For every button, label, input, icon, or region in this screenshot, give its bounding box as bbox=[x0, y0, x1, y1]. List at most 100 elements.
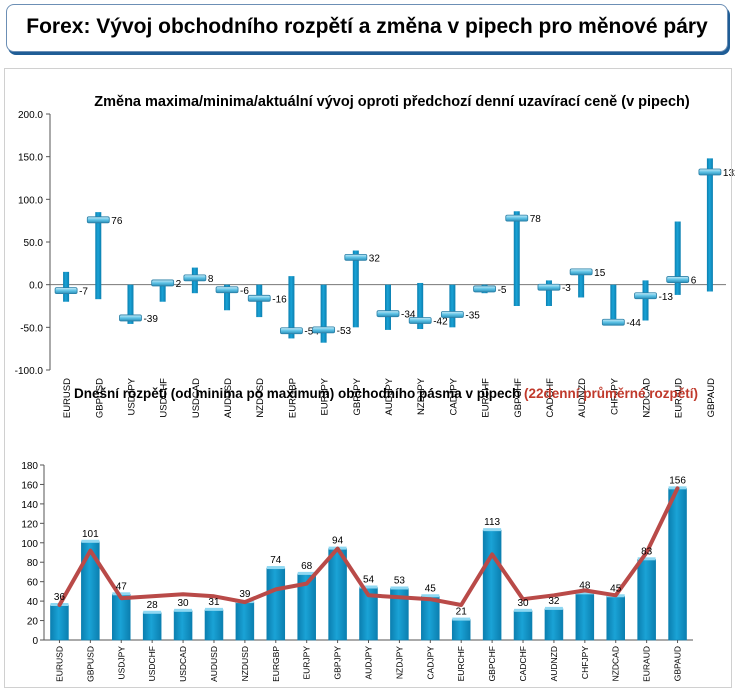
chart1-current-marker-nzdjpy bbox=[408, 317, 432, 324]
chart1-value-label: 76 bbox=[111, 216, 123, 227]
chart2-x-tick-label: CADCHF bbox=[518, 646, 528, 681]
chart2-bar-top-euraud bbox=[637, 557, 656, 561]
chart1-current-marker-gbpusd bbox=[86, 216, 110, 224]
chart1-range-bar-nzdjpy bbox=[417, 282, 424, 330]
chart1-range-bar-usdchf bbox=[159, 282, 166, 302]
chart1-x-tick-label: CADJPY bbox=[448, 377, 459, 415]
chart2-value-label: 68 bbox=[301, 561, 313, 572]
chart1-y-tick-label: 100.0 bbox=[18, 195, 43, 206]
chart1-value-label: -3 bbox=[562, 283, 571, 294]
chart1-value-label: 6 bbox=[691, 276, 697, 287]
chart2-x-tick-label: GBPUSD bbox=[85, 646, 95, 682]
chart2-bar-top-audjpy bbox=[359, 585, 378, 589]
chart2-value-label: 54 bbox=[363, 575, 375, 586]
chart2-bar-top-gbpchf bbox=[483, 528, 502, 532]
chart2-x-tick-label: CHFJPY bbox=[580, 646, 590, 679]
chart2-bar-top-audnzd bbox=[544, 606, 563, 610]
chart2-value-label: 36 bbox=[54, 592, 66, 603]
chart2-value-label: 113 bbox=[484, 517, 500, 528]
chart2-average-line bbox=[57, 486, 680, 607]
chart1-current-marker-euraud bbox=[666, 276, 690, 283]
chart2-value-label: 74 bbox=[270, 555, 282, 566]
chart1-range-bar-chfjpy bbox=[610, 284, 617, 324]
chart1-value-label: 15 bbox=[594, 268, 606, 279]
chart1-current-marker-gbpjpy bbox=[344, 253, 368, 261]
chart1-y-tick-label: 150.0 bbox=[18, 153, 43, 164]
chart2-y-tick-label: 40 bbox=[27, 597, 39, 608]
chart1-x-tick-label: CHFJPY bbox=[609, 377, 620, 415]
chart2-value-label: 101 bbox=[82, 529, 99, 540]
chart2-bar-top-cadchf bbox=[514, 608, 532, 612]
chart1-x-tick-label: USDCHF bbox=[159, 378, 170, 418]
chart1-range-bar-usdjpy bbox=[127, 284, 134, 324]
chart1-range-bar-audjpy bbox=[385, 284, 391, 330]
chart1-current-marker-eurusd bbox=[54, 287, 78, 295]
chart1-value-label: 78 bbox=[530, 214, 542, 225]
chart2-value-label: 30 bbox=[178, 598, 190, 609]
chart2-y-tick-label: 140 bbox=[21, 500, 38, 511]
chart2-bar-top-cadjpy bbox=[421, 594, 440, 598]
charts-frame bbox=[4, 68, 732, 688]
chart1-range-bar-gbpjpy bbox=[352, 250, 359, 328]
chart2-value-label: 30 bbox=[517, 598, 529, 609]
chart2-value-label: 31 bbox=[208, 597, 220, 608]
chart1-x-tick-label: GBPJPY bbox=[352, 377, 363, 415]
chart2-x-tick-label: CADJPY bbox=[425, 646, 435, 680]
chart1-value-label: 132 bbox=[723, 168, 735, 179]
chart2-y-tick-label: 160 bbox=[21, 480, 38, 491]
chart1-value-label: -16 bbox=[272, 294, 287, 305]
chart1-x-tick-label: CADCHF bbox=[545, 378, 556, 418]
chart1-x-tick-label: AUDNZD bbox=[577, 378, 588, 418]
chart2-x-tick-label: USDJPY bbox=[116, 646, 126, 680]
chart2-bar-top-eurjpy bbox=[297, 571, 316, 575]
chart1-current-marker-nzdcad bbox=[634, 292, 657, 300]
chart2-x-tick-label: GBPCHF bbox=[487, 646, 497, 681]
chart1-x-tick-label: EURAUD bbox=[674, 378, 685, 418]
chart1-x-tick-label: GBPCHF bbox=[513, 378, 524, 418]
chart2-bar-top-eurgbp bbox=[266, 566, 285, 570]
chart2-x-tick-label: EURAUD bbox=[642, 646, 652, 682]
chart1-range-bar-audnzd bbox=[578, 269, 585, 298]
chart2-x-tick-label: AUDNZD bbox=[549, 646, 559, 681]
chart1-value-label: 8 bbox=[208, 274, 214, 285]
chart1-value-label: -5 bbox=[498, 285, 507, 296]
chart1-title: Změna maxima/minima/aktuální vývoj oprot… bbox=[94, 94, 690, 110]
chart2-bar-top-eurchf bbox=[452, 617, 471, 621]
chart1-value-label: -39 bbox=[143, 314, 158, 325]
chart1-x-tick-label: EURGBP bbox=[287, 378, 298, 418]
chart2-value-label: 94 bbox=[332, 536, 344, 547]
chart1-current-marker-chfjpy bbox=[601, 318, 625, 326]
chart1-value-label: -42 bbox=[433, 317, 448, 328]
chart2-bar-top-nzdjpy bbox=[390, 586, 409, 590]
chart1-range-bar-cadjpy bbox=[449, 284, 456, 328]
chart2-x-tick-label: EURUSD bbox=[54, 646, 64, 682]
chart2-title-main: Dnešní rozpětí (od minima po maximum) ob… bbox=[74, 386, 524, 401]
chart1-x-tick-label: GBPAUD bbox=[706, 378, 717, 418]
chart1-current-marker-cadjpy bbox=[440, 311, 464, 318]
chart2-x-tick-label: GBPAUD bbox=[673, 646, 683, 681]
chart1-range-bar-eurjpy bbox=[320, 284, 327, 343]
chart1-y-tick-label: -100.0 bbox=[15, 366, 44, 377]
chart2-x-tick-label: EURGBP bbox=[271, 646, 281, 682]
chart1-range-bar-nzdcad bbox=[642, 280, 649, 321]
chart2-value-label: 47 bbox=[116, 581, 128, 592]
chart2-value-label: 32 bbox=[548, 596, 560, 607]
chart1-x-tick-label: NZDJPY bbox=[416, 377, 427, 415]
chart1-y-tick-label: -50.0 bbox=[20, 323, 43, 334]
chart2-title: Dnešní rozpětí (od minima po maximum) ob… bbox=[74, 386, 698, 401]
chart1-y-tick-label: 50.0 bbox=[24, 238, 44, 249]
chart2-y-tick-label: 100 bbox=[21, 539, 38, 550]
chart1-x-tick-label: USDCAD bbox=[191, 378, 202, 418]
chart1-x-tick-label: USDJPY bbox=[126, 377, 137, 415]
chart1-value-label: -34 bbox=[401, 310, 416, 321]
chart2-value-label: 53 bbox=[394, 575, 406, 586]
chart2-y-tick-label: 0 bbox=[32, 636, 38, 647]
chart2-x-tick-label: NZDUSD bbox=[240, 646, 250, 681]
chart2-value-label: 45 bbox=[425, 583, 437, 594]
chart1-x-tick-label: AUDJPY bbox=[384, 377, 395, 415]
chart2-x-tick-label: NZDCAD bbox=[611, 646, 621, 681]
chart2-title-highlight: (22denní průměrné rozpětí) bbox=[524, 386, 698, 401]
chart1-current-marker-eurgbp bbox=[280, 327, 303, 335]
chart2-value-label: 48 bbox=[579, 580, 591, 591]
chart2-y-tick-label: 60 bbox=[27, 578, 39, 589]
